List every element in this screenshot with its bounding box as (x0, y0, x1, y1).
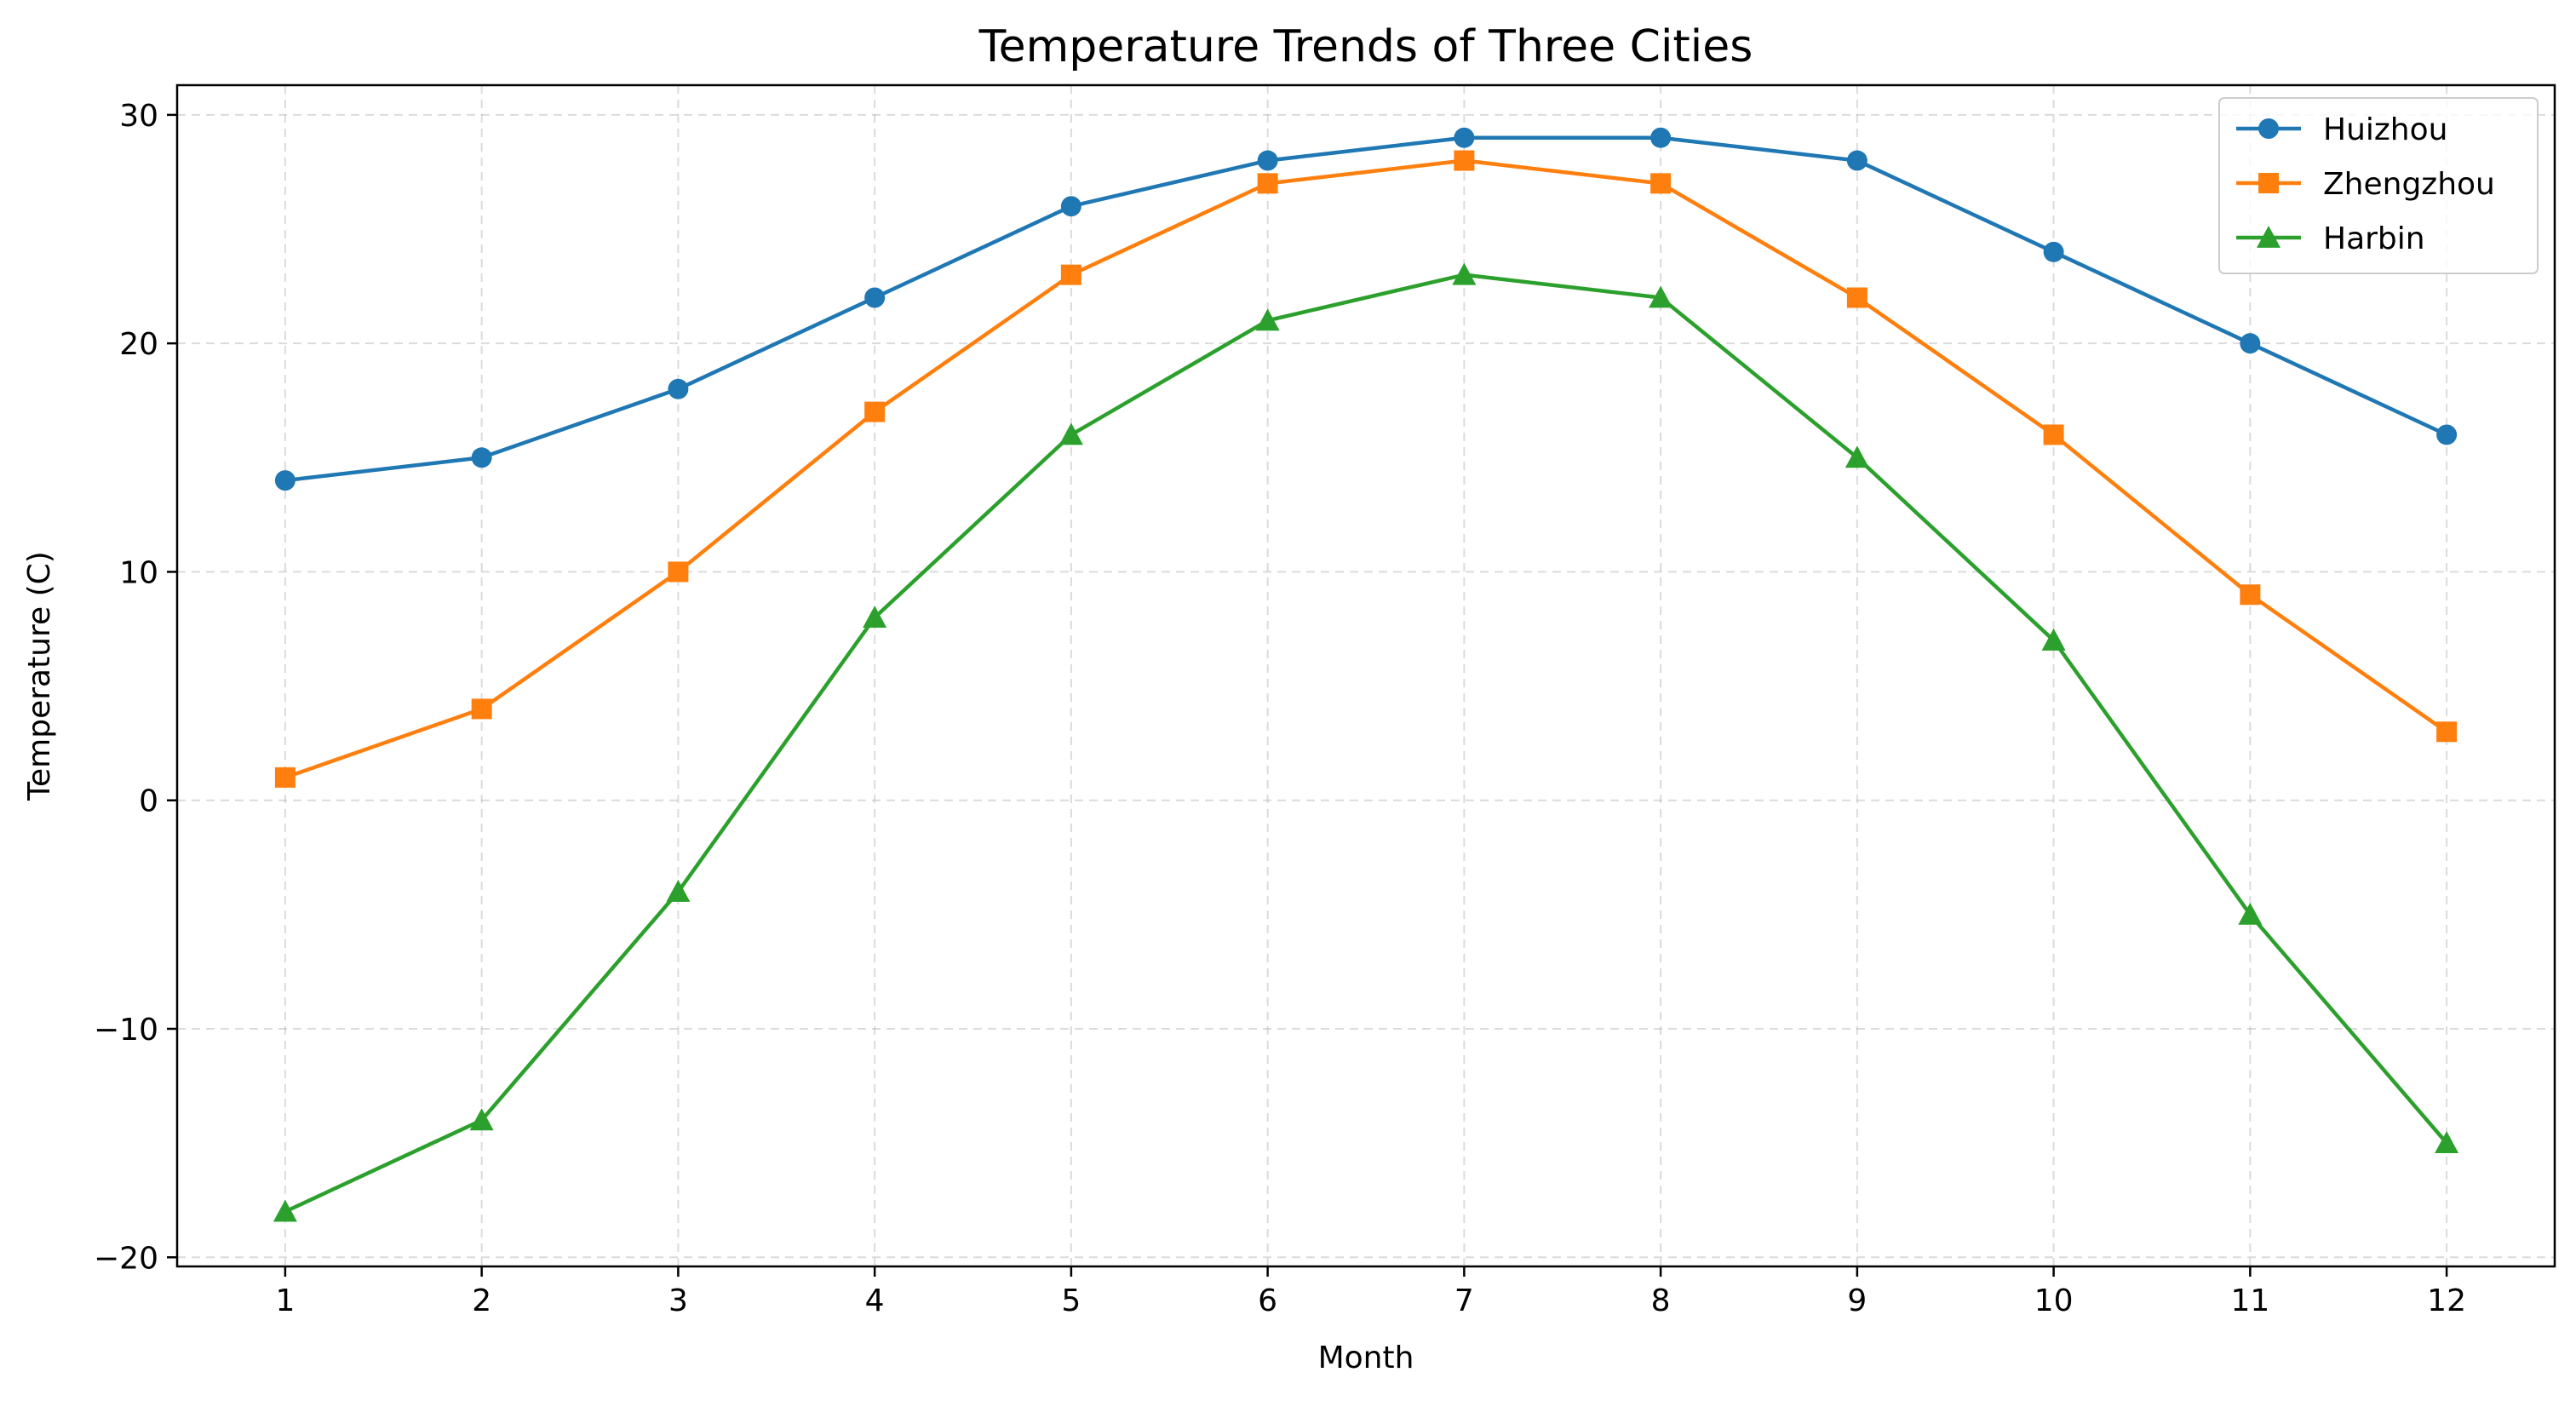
data-point (2043, 424, 2064, 445)
data-point (2041, 628, 2066, 651)
data-point (863, 606, 887, 628)
data-point (1454, 127, 1475, 148)
y-tick-label: 10 (119, 555, 158, 590)
data-point (668, 378, 689, 399)
data-point (2436, 424, 2458, 445)
data-point (1650, 127, 1672, 148)
y-tick-label: −20 (94, 1241, 158, 1276)
data-point (274, 470, 295, 491)
x-tick-label: 9 (1847, 1283, 1867, 1318)
plot-area (273, 127, 2459, 1222)
series-huizhou (274, 127, 2458, 491)
x-tick-label: 11 (2230, 1283, 2269, 1318)
data-point (1650, 173, 1672, 194)
data-point (471, 447, 492, 468)
axes-frame (175, 83, 2556, 1268)
data-point (2436, 721, 2458, 743)
x-tick-label: 8 (1651, 1283, 1671, 1318)
data-point (1060, 196, 1081, 217)
y-tick-label: 30 (119, 99, 158, 134)
legend: Huizhou Zhengzhou Harbin (2218, 97, 2539, 274)
data-point (469, 1108, 494, 1131)
legend-marker (2258, 118, 2279, 139)
series-line (284, 273, 2448, 1214)
x-tick-label: 4 (865, 1283, 885, 1318)
data-point (274, 767, 295, 788)
series-line (284, 158, 2448, 780)
data-point (1846, 150, 1867, 171)
data-point (668, 561, 689, 583)
x-tick-label: 2 (472, 1283, 491, 1318)
data-point (1452, 262, 1477, 285)
series-zhengzhou (274, 150, 2458, 788)
x-tick-label: 6 (1258, 1283, 1277, 1318)
legend-item: Huizhou (2236, 112, 2447, 147)
series-line (284, 135, 2448, 483)
legend-marker (2258, 173, 2279, 193)
x-tick-label: 1 (275, 1283, 295, 1318)
data-point (1255, 308, 1280, 331)
x-axis-ticks: 1 2 3 4 5 6 7 8 9 10 11 12 (275, 1266, 2466, 1318)
legend-label: Harbin (2323, 221, 2425, 256)
x-tick-label: 10 (2034, 1283, 2074, 1318)
y-axis-label: Temperature (C) (22, 551, 57, 801)
data-point (1846, 287, 1867, 308)
x-tick-label: 3 (668, 1283, 688, 1318)
data-point (2043, 241, 2064, 262)
x-tick-label: 5 (1061, 1283, 1081, 1318)
data-point (2240, 333, 2261, 354)
data-point (864, 287, 886, 308)
data-point (1257, 173, 1278, 194)
x-axis-label: Month (1318, 1341, 1414, 1375)
data-point (1060, 264, 1081, 285)
data-point (2238, 902, 2263, 925)
legend-box (2218, 97, 2539, 274)
series-harbin (273, 262, 2459, 1222)
grid-lines (177, 85, 2555, 1266)
data-point (1257, 150, 1278, 171)
data-point (1649, 285, 1673, 308)
legend-item: Harbin (2236, 221, 2425, 256)
data-point (471, 698, 492, 720)
legend-marker (2257, 226, 2281, 248)
chart-title: Temperature Trends of Three Cities (978, 21, 1753, 72)
legend-item: Zhengzhou (2236, 167, 2495, 202)
data-point (2435, 1131, 2459, 1154)
data-point (2240, 584, 2261, 606)
data-point (1059, 422, 1083, 445)
data-point (666, 880, 691, 902)
y-tick-label: −10 (94, 1013, 158, 1048)
data-point (1845, 445, 1869, 468)
x-tick-label: 12 (2427, 1283, 2466, 1318)
data-point (273, 1199, 297, 1222)
x-tick-label: 7 (1454, 1283, 1474, 1318)
y-tick-label: 0 (139, 784, 158, 819)
y-tick-label: 20 (119, 327, 158, 362)
data-point (864, 401, 886, 422)
data-point (1454, 150, 1475, 171)
legend-label: Huizhou (2323, 112, 2447, 147)
legend-label: Zhengzhou (2323, 167, 2495, 202)
y-axis-ticks: −20 −10 0 10 20 30 (94, 99, 177, 1276)
